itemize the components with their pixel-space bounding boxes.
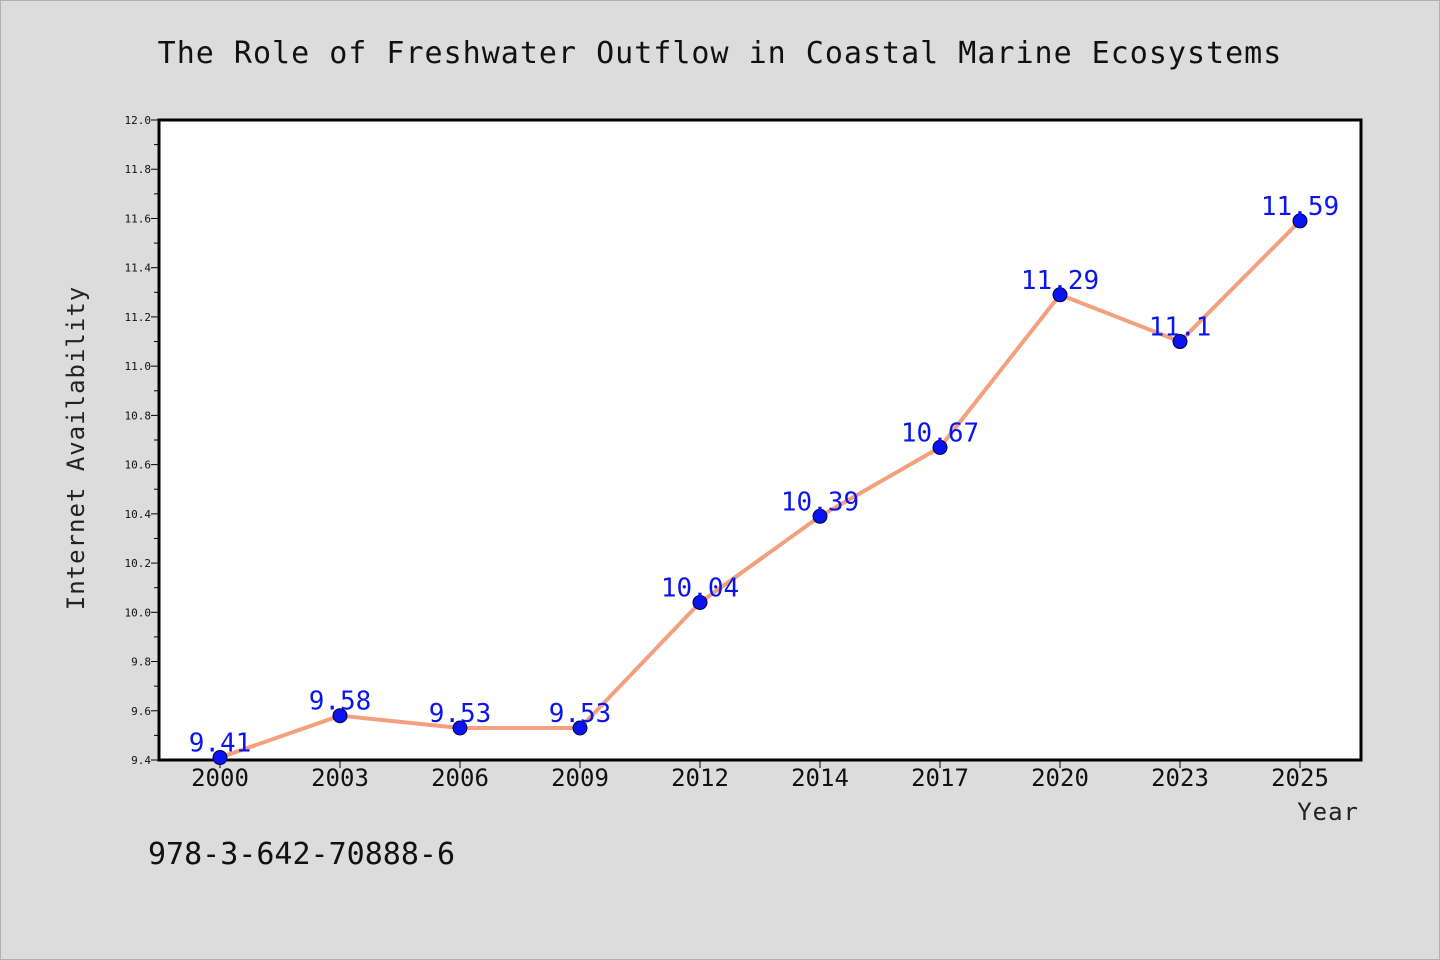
x-tick-label: 2009	[551, 764, 609, 792]
y-axis-label: Internet Availability	[62, 286, 90, 610]
chart-title: The Role of Freshwater Outflow in Coasta…	[158, 36, 1283, 71]
y-tick-label: 10.0	[125, 606, 152, 619]
y-tick-label: 9.8	[131, 656, 151, 669]
x-tick-label: 2017	[911, 764, 969, 792]
y-tick-label: 11.6	[125, 212, 152, 225]
data-label: 10.39	[781, 487, 859, 517]
x-axis: 2000 2003 2006 2009 2012 2014 2017 2020 2023 2025	[191, 760, 1329, 792]
data-label: 9.58	[309, 687, 372, 717]
data-point-marker	[1052, 287, 1068, 303]
y-tick-label: 10.4	[125, 508, 152, 521]
data-point-marker	[812, 508, 828, 524]
y-axis: 9.4 9.6 9.8 10.0 10.2 10.4 10.6 10.8 11.0 11.2 11.…	[125, 114, 159, 767]
x-tick-label: 2025	[1271, 764, 1329, 792]
data-label: 9.41	[189, 729, 252, 759]
y-tick-label: 10.8	[125, 409, 152, 422]
x-axis-label: Year	[1297, 798, 1359, 826]
data-point-marker	[1292, 213, 1308, 229]
y-tick-label: 9.6	[131, 705, 151, 718]
x-tick-label: 2003	[311, 764, 369, 792]
series-line	[218, 218, 1302, 760]
data-label: 11.59	[1261, 192, 1339, 222]
x-tick-label: 2000	[191, 764, 249, 792]
x-tick-label: 2020	[1031, 764, 1089, 792]
y-tick-label: 10.6	[125, 459, 152, 472]
x-tick-label: 2006	[431, 764, 489, 792]
y-tick-label: 11.8	[125, 163, 152, 176]
y-tick-label: 12.0	[125, 114, 152, 127]
data-point-marker	[332, 708, 348, 724]
data-label: 9.53	[429, 699, 492, 729]
y-tick-label: 11.4	[125, 262, 152, 275]
data-point-marker	[692, 594, 708, 610]
y-tick-label: 10.2	[125, 557, 152, 570]
data-point-marker	[572, 720, 588, 736]
series-layer: 9.41 9.58 9.53 9.53 10.04 10.39 10.67 11.29 11.1…	[189, 192, 1339, 766]
x-tick-label: 2014	[791, 764, 849, 792]
plot-area	[157, 118, 1363, 762]
data-label: 11.29	[1021, 266, 1099, 296]
data-label: 11.1	[1149, 313, 1212, 343]
y-tick-label: 11.2	[125, 311, 152, 324]
x-tick-label: 2023	[1151, 764, 1209, 792]
y-tick-label: 11.0	[125, 360, 152, 373]
y-tick-label: 9.4	[131, 754, 151, 767]
data-point-marker	[1172, 334, 1188, 350]
x-tick-label: 2012	[671, 764, 729, 792]
data-point-marker	[212, 750, 228, 766]
data-label: 10.04	[661, 573, 739, 603]
data-label: 9.53	[549, 699, 612, 729]
data-label: 10.67	[901, 418, 979, 448]
data-point-marker	[932, 439, 948, 455]
data-point-marker	[452, 720, 468, 736]
footer-code: 978-3-642-70888-6	[148, 837, 455, 872]
